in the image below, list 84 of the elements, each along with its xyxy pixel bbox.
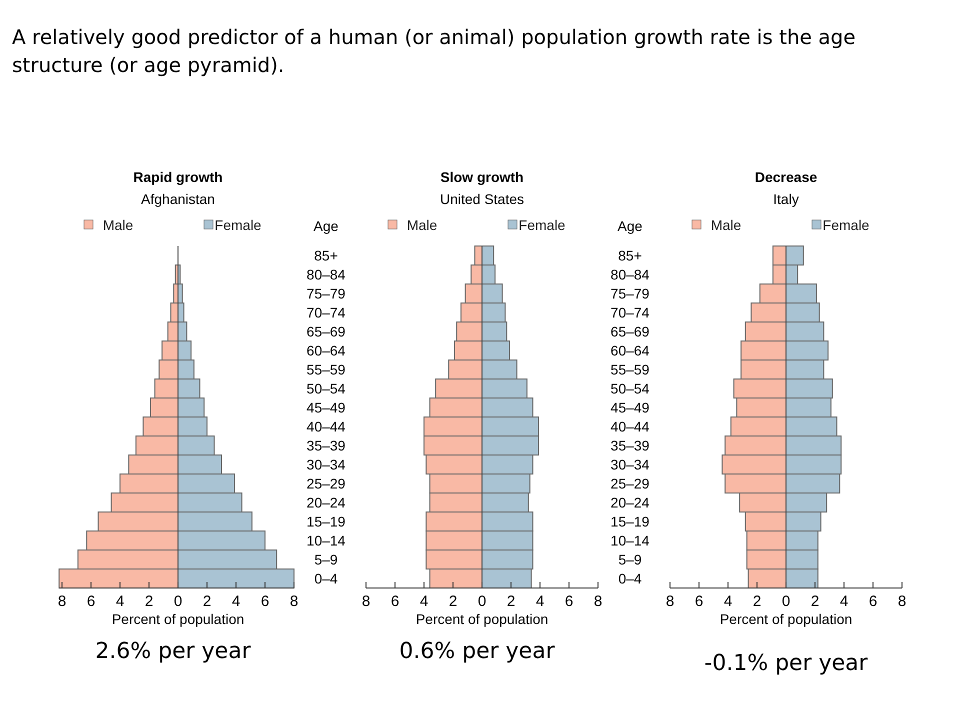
- x-tick-label: 8: [290, 593, 298, 610]
- x-tick-label: 2: [448, 593, 458, 610]
- y-tick-label: 40–44: [610, 418, 650, 434]
- legend-label: Female: [822, 217, 870, 233]
- y-tick-label: 30–34: [306, 456, 346, 472]
- x-tick-label: 4: [420, 593, 428, 610]
- y-tick-label: 20–24: [306, 494, 346, 510]
- legend-label: Male: [710, 217, 742, 233]
- text: -0.1% per year: [704, 651, 869, 676]
- text: 2.6% per year: [95, 639, 252, 664]
- chart-subtitle: Afghanistan: [141, 191, 215, 207]
- y-tick-label: 80–84: [306, 266, 346, 282]
- x-tick-label: 2: [144, 593, 154, 610]
- x-tick-label: 6: [564, 593, 574, 610]
- x-tick-label: 6: [868, 593, 878, 610]
- x-tick-label: 4: [232, 593, 240, 610]
- y-tick-label: 70–74: [610, 304, 650, 320]
- chart-title: Decrease: [754, 169, 818, 185]
- x-tick-label: 6: [694, 593, 704, 610]
- y-tick-label: 50–54: [610, 380, 650, 396]
- x-tick-label: 4: [116, 593, 124, 610]
- y-tick-label: 80–84: [610, 266, 650, 282]
- x-tick-label: 8: [58, 593, 66, 610]
- y-tick-label: 0–4: [618, 570, 642, 586]
- x-tick-label: 6: [86, 593, 96, 610]
- y-tick-label: 25–29: [610, 476, 650, 492]
- y-tick-label: 55–59: [610, 362, 650, 378]
- y-axis-title: Age: [618, 218, 643, 234]
- x-axis-title: Percent of population: [112, 611, 244, 627]
- x-tick-label: 0: [782, 593, 790, 610]
- x-tick-label: 2: [752, 593, 762, 610]
- chart-subtitle: United States: [440, 191, 524, 207]
- x-tick-label: 2: [506, 593, 516, 610]
- y-tick-label: 45–49: [610, 400, 650, 416]
- y-tick-label: 20–24: [610, 494, 650, 510]
- y-tick-label: 65–69: [610, 324, 650, 340]
- y-tick-label: 5–9: [314, 552, 338, 568]
- x-tick-label: 8: [594, 593, 602, 610]
- x-tick-label: 2: [202, 593, 212, 610]
- x-tick-label: 8: [362, 593, 370, 610]
- y-tick-label: 25–29: [306, 476, 346, 492]
- y-tick-label: 75–79: [306, 286, 346, 302]
- x-tick-label: 4: [840, 593, 848, 610]
- x-tick-label: 8: [666, 593, 674, 610]
- y-tick-label: 70–74: [306, 304, 346, 320]
- legend-label: Male: [406, 217, 438, 233]
- x-tick-label: 0: [174, 593, 182, 610]
- x-tick-label: 4: [724, 593, 732, 610]
- legend-label: Male: [102, 217, 134, 233]
- y-axis-title: Age: [314, 218, 339, 234]
- y-tick-label: 40–44: [306, 418, 346, 434]
- y-tick-label: 10–14: [610, 532, 650, 548]
- y-tick-label: 15–19: [306, 514, 346, 530]
- x-tick-label: 8: [898, 593, 906, 610]
- y-tick-label: 35–39: [306, 438, 346, 454]
- x-tick-label: 4: [536, 593, 544, 610]
- text: 0.6% per year: [399, 639, 556, 664]
- chart-title: Rapid growth: [133, 169, 223, 185]
- x-tick-label: 0: [478, 593, 486, 610]
- x-tick-label: 2: [810, 593, 820, 610]
- y-tick-label: 60–64: [610, 342, 650, 358]
- chart-title: Slow growth: [440, 169, 524, 185]
- y-tick-label: 65–69: [306, 324, 346, 340]
- y-tick-label: 0–4: [314, 570, 338, 586]
- y-tick-label: 50–54: [306, 380, 346, 396]
- x-axis-title: Percent of population: [720, 611, 852, 627]
- legend-label: Female: [518, 217, 566, 233]
- y-tick-label: 30–34: [610, 456, 650, 472]
- chart-subtitle: Italy: [773, 191, 799, 207]
- x-axis-title: Percent of population: [416, 611, 548, 627]
- y-tick-label: 85+: [618, 248, 642, 264]
- x-tick-label: 6: [390, 593, 400, 610]
- y-tick-label: 75–79: [610, 286, 650, 302]
- y-tick-label: 45–49: [306, 400, 346, 416]
- y-tick-label: 15–19: [610, 514, 650, 530]
- legend-label: Female: [214, 217, 262, 233]
- y-tick-label: 5–9: [618, 552, 642, 568]
- y-tick-label: 85+: [314, 248, 338, 264]
- x-tick-label: 6: [260, 593, 270, 610]
- text: A relatively good predictor of a human (or animal) population growth rate is the age structure (or age pyramid).: [12, 25, 856, 77]
- y-tick-label: 10–14: [306, 532, 346, 548]
- y-tick-label: 35–39: [610, 438, 650, 454]
- y-tick-label: 55–59: [306, 362, 346, 378]
- y-tick-label: 60–64: [306, 342, 346, 358]
